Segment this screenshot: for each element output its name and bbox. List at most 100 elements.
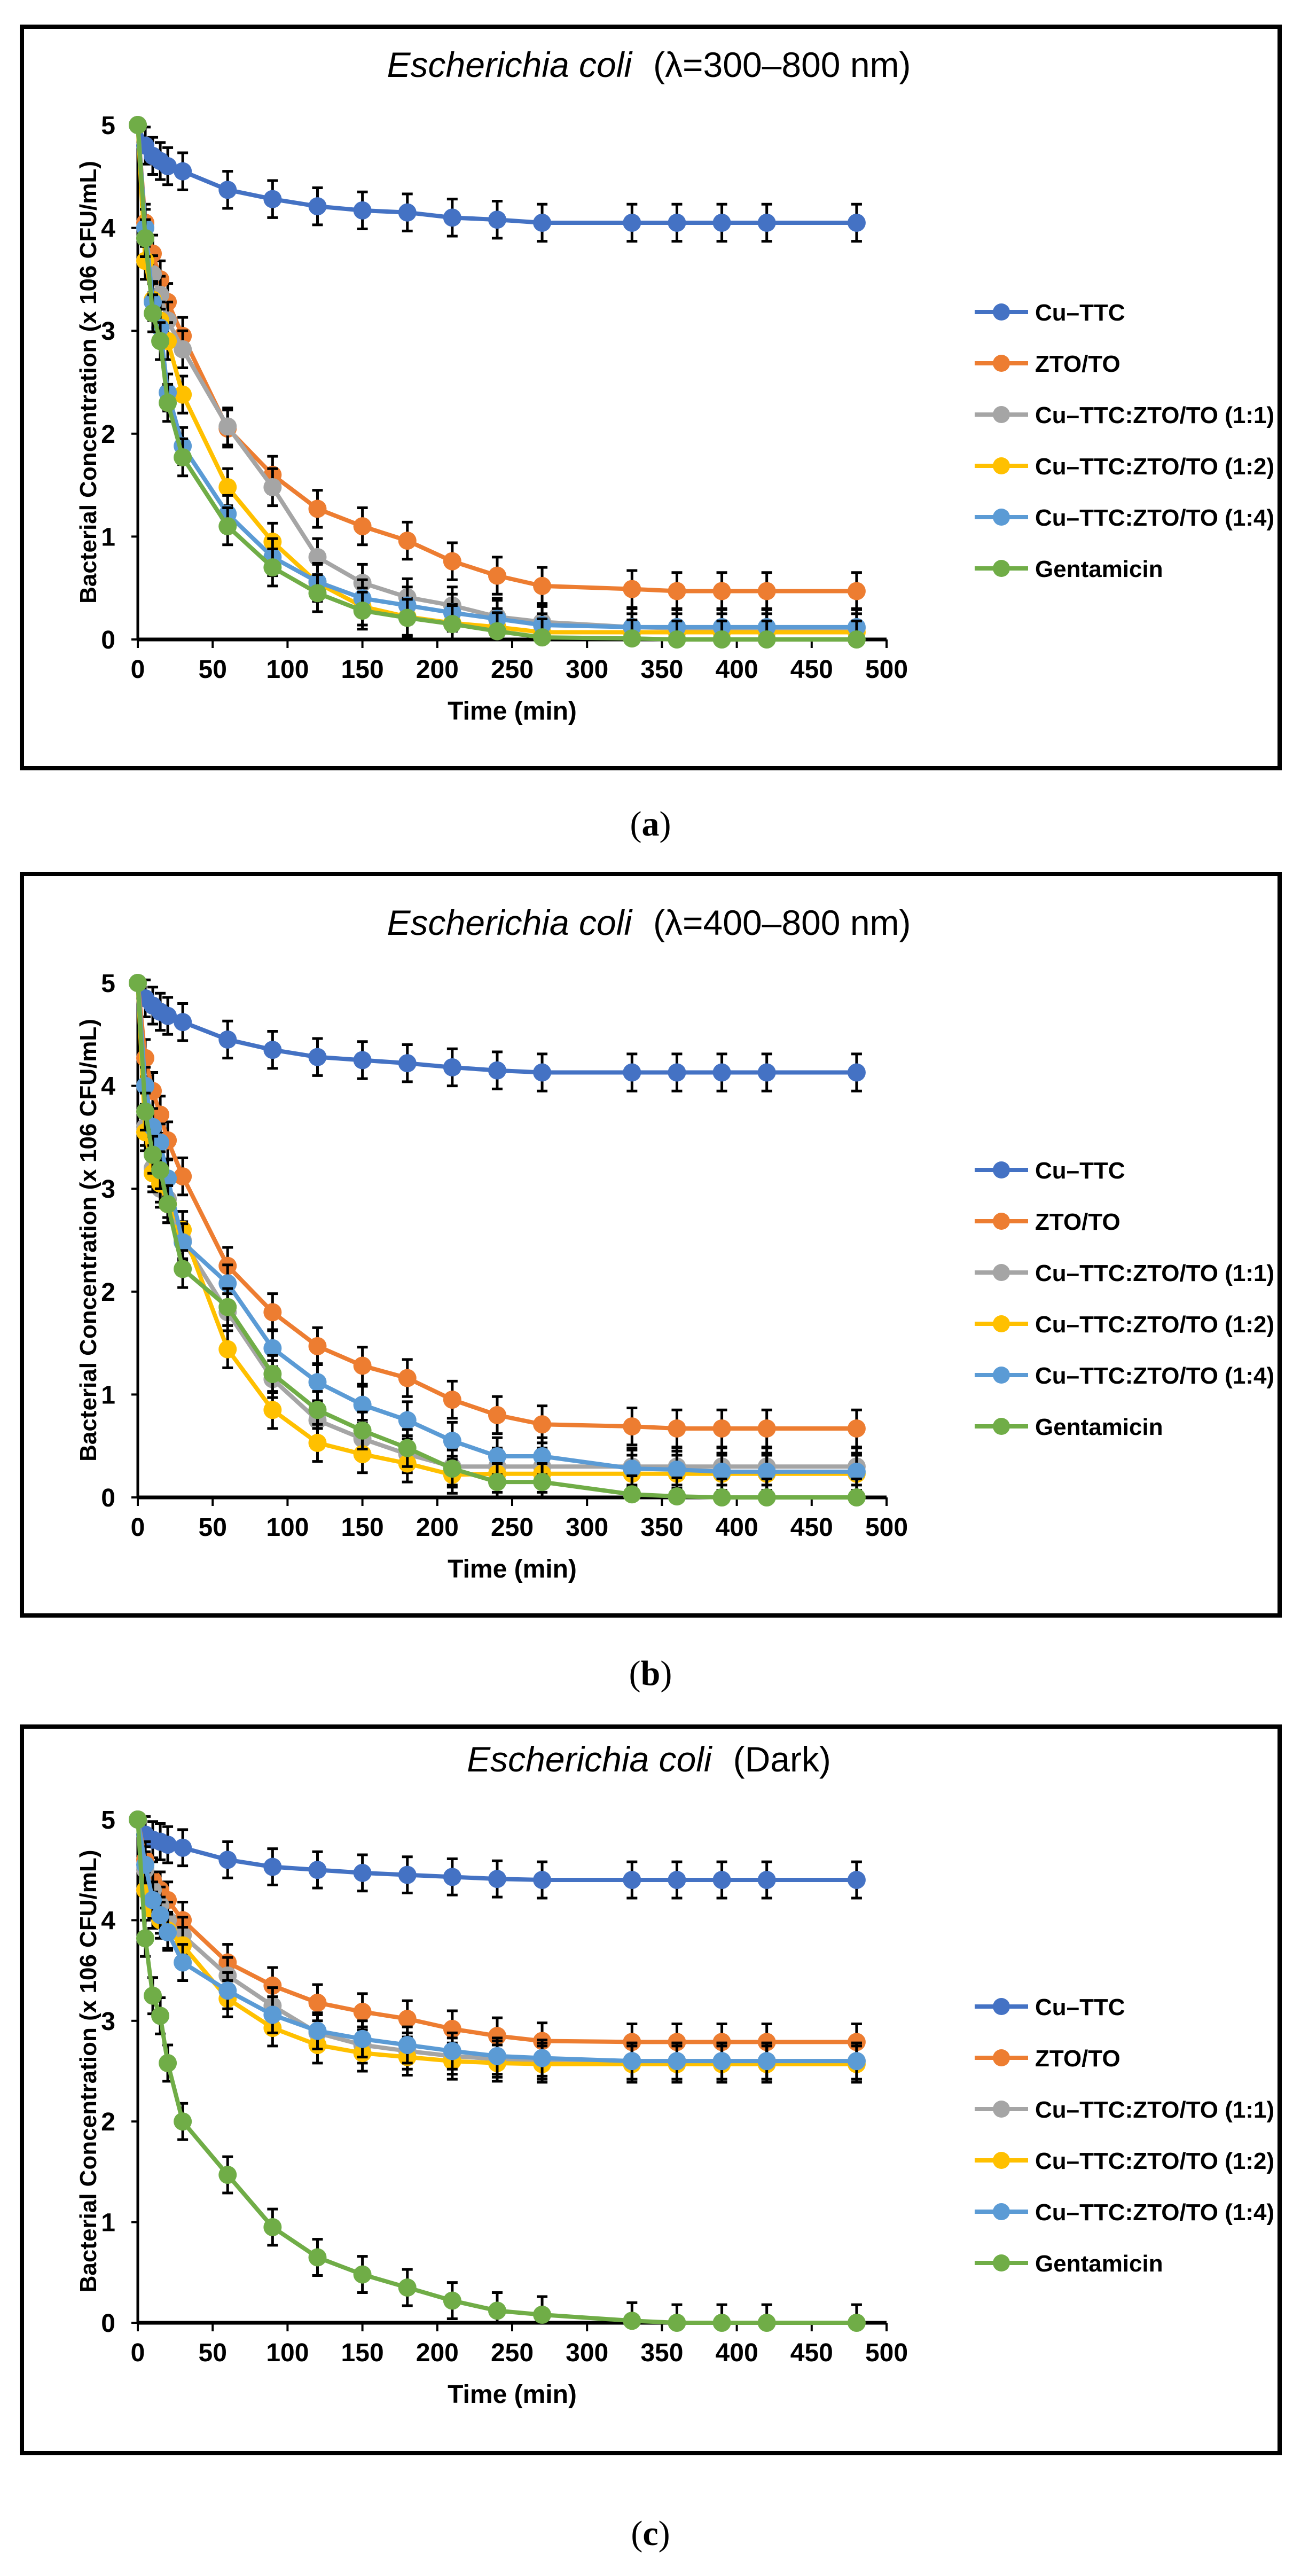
data-point <box>488 1406 506 1424</box>
legend-label: Cu–TTC <box>1035 1158 1125 1184</box>
chart-title: Escherichia coli (λ=300–800 nm) <box>387 45 911 84</box>
x-tick-label: 250 <box>491 655 534 684</box>
x-tick-label: 250 <box>491 2339 534 2367</box>
legend-label: Cu–TTC:ZTO/TO (1:4) <box>1035 2199 1274 2226</box>
data-point <box>757 213 776 232</box>
x-tick-label: 350 <box>640 655 683 684</box>
panel-label-a: (a) <box>630 805 671 844</box>
data-point <box>757 1462 776 1481</box>
x-tick-label: 0 <box>131 655 145 684</box>
data-point <box>443 208 461 227</box>
legend-label: Cu–TTC:ZTO/TO (1:2) <box>1035 2148 1274 2174</box>
data-point <box>151 1161 170 1180</box>
data-point <box>159 2054 177 2072</box>
x-tick-label: 100 <box>266 655 309 684</box>
series-4 <box>129 974 866 1492</box>
data-point <box>668 1419 686 1438</box>
data-point <box>308 2248 327 2267</box>
data-point <box>353 602 372 620</box>
data-point <box>847 213 866 232</box>
data-point <box>757 2052 776 2071</box>
data-point <box>136 1929 155 1948</box>
data-point <box>533 2049 552 2067</box>
data-point <box>757 2314 776 2332</box>
y-tick-label: 3 <box>101 1175 115 1204</box>
legend-marker <box>993 1998 1010 2015</box>
data-point <box>443 1058 461 1076</box>
chart-title-condition: (λ=400–800 nm) <box>653 903 911 942</box>
data-point <box>443 2042 461 2060</box>
data-point <box>398 1369 417 1387</box>
legend-marker <box>993 2101 1010 2118</box>
data-point <box>398 2036 417 2055</box>
series-1 <box>129 1810 866 2062</box>
data-point <box>218 181 237 199</box>
data-point <box>159 1836 177 1854</box>
legend-marker <box>993 2049 1010 2066</box>
data-point <box>308 197 327 216</box>
y-tick-label: 5 <box>101 112 115 140</box>
data-point <box>668 630 686 649</box>
x-tick-label: 400 <box>716 1513 758 1542</box>
data-point <box>353 1421 372 1440</box>
data-point <box>757 630 776 649</box>
data-point <box>398 1865 417 1884</box>
data-point <box>398 608 417 627</box>
data-point <box>308 1433 327 1452</box>
series-line <box>136 982 857 1431</box>
legend-label: Cu–TTC:ZTO/TO (1:4) <box>1035 505 1274 531</box>
legend-label: Gentamicin <box>1035 2251 1163 2277</box>
data-point <box>488 1447 506 1465</box>
legend-marker <box>993 1264 1010 1281</box>
data-point <box>218 1851 237 1869</box>
x-tick-label: 250 <box>491 1513 534 1542</box>
data-point <box>353 2029 372 2048</box>
data-point <box>757 1419 776 1438</box>
y-tick-label: 3 <box>101 317 115 346</box>
data-point <box>218 1981 237 2000</box>
data-point <box>847 630 866 649</box>
data-point <box>263 1401 282 1419</box>
data-point <box>443 1459 461 1478</box>
data-point <box>443 1868 461 1886</box>
data-point <box>398 1411 417 1430</box>
x-tick-label: 500 <box>865 655 908 684</box>
x-tick-label: 300 <box>566 2339 608 2367</box>
legend-marker <box>993 1213 1010 1230</box>
data-point <box>353 1051 372 1070</box>
data-point <box>308 1373 327 1392</box>
data-point <box>353 1395 372 1414</box>
data-point <box>623 1459 641 1478</box>
data-point <box>144 1986 162 2005</box>
data-point <box>757 1488 776 1506</box>
chart-a: Escherichia coli (λ=300–800 nm)0 50 100 150 2… <box>75 45 1274 725</box>
data-point <box>263 1364 282 1383</box>
legend-marker <box>993 560 1010 577</box>
data-point <box>263 2005 282 2024</box>
x-tick-label: 200 <box>416 655 459 684</box>
y-axis-label: Bacterial Concentration (x 106 CFU/mL) <box>75 1019 101 1462</box>
data-point <box>398 203 417 222</box>
data-point <box>847 1488 866 1506</box>
data-point <box>144 304 162 323</box>
chart-panel-a: Escherichia coli (λ=300–800 nm) 0 50 100 150 2… <box>20 25 1282 770</box>
data-point <box>174 1013 192 1032</box>
data-point <box>308 548 327 566</box>
y-tick-label: 4 <box>101 1907 115 1935</box>
data-point <box>443 1432 461 1450</box>
x-tick-label: 200 <box>416 2339 459 2367</box>
legend-marker <box>993 2254 1010 2271</box>
data-point <box>847 582 866 600</box>
legend-label: Cu–TTC:ZTO/TO (1:1) <box>1035 1260 1274 1286</box>
chart-title-condition: (Dark) <box>733 1739 831 1779</box>
data-point <box>263 478 282 496</box>
data-point <box>308 1861 327 1879</box>
legend-label: Cu–TTC:ZTO/TO (1:2) <box>1035 1312 1274 1338</box>
legend-marker <box>993 457 1010 474</box>
data-point <box>533 1415 552 1434</box>
data-point <box>668 2052 686 2071</box>
y-tick-label: 1 <box>101 1381 115 1409</box>
data-point <box>174 1167 192 1186</box>
legend-label: Cu–TTC <box>1035 1994 1125 2020</box>
data-point <box>398 1439 417 1457</box>
